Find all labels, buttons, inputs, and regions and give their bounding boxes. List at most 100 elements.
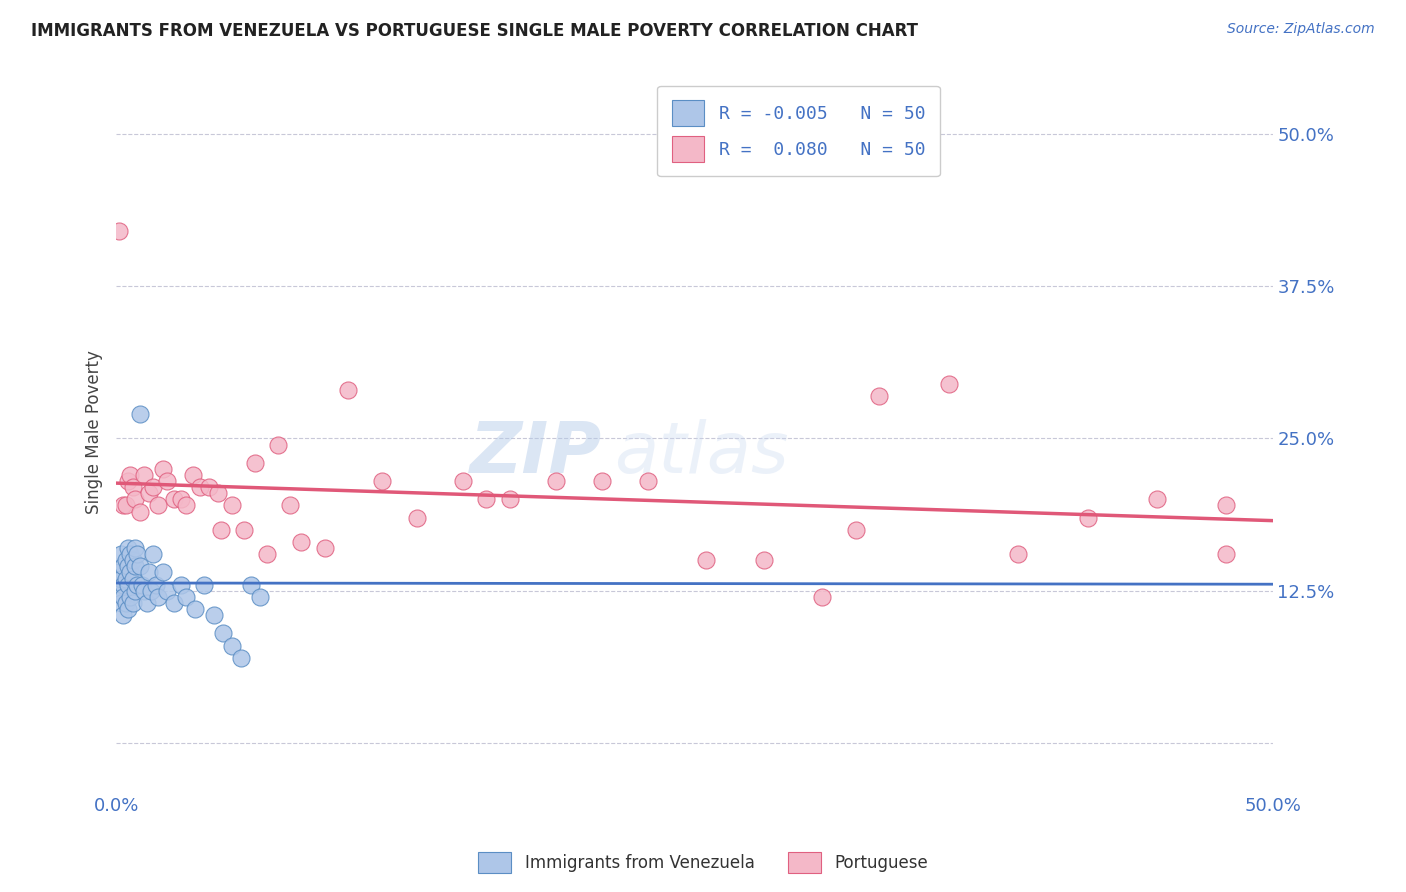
Point xyxy=(371,474,394,488)
Legend: Immigrants from Venezuela, Portuguese: Immigrants from Venezuela, Portuguese xyxy=(471,846,935,880)
Point xyxy=(135,596,157,610)
Point xyxy=(170,577,193,591)
Point xyxy=(290,535,312,549)
Point xyxy=(314,541,336,555)
Point xyxy=(124,541,146,555)
Point xyxy=(117,602,139,616)
Y-axis label: Single Male Poverty: Single Male Poverty xyxy=(86,351,103,515)
Point xyxy=(845,523,868,537)
Point xyxy=(1007,547,1029,561)
Point xyxy=(239,577,262,591)
Point xyxy=(498,492,520,507)
Point xyxy=(114,572,136,586)
Point xyxy=(188,480,211,494)
Point xyxy=(117,559,139,574)
Point xyxy=(141,583,163,598)
Point xyxy=(232,523,254,537)
Point xyxy=(249,590,271,604)
Point xyxy=(120,467,142,482)
Point xyxy=(267,437,290,451)
Point xyxy=(107,224,129,238)
Point xyxy=(121,596,143,610)
Point xyxy=(138,566,160,580)
Point xyxy=(117,541,139,555)
Point xyxy=(146,499,169,513)
Point xyxy=(1215,547,1237,561)
Point xyxy=(138,486,160,500)
Point xyxy=(163,596,186,610)
Point xyxy=(114,553,136,567)
Point xyxy=(107,583,129,598)
Point xyxy=(145,577,167,591)
Point xyxy=(134,583,156,598)
Point xyxy=(156,474,179,488)
Point xyxy=(124,559,146,574)
Point xyxy=(117,577,139,591)
Point xyxy=(221,499,243,513)
Point xyxy=(127,547,149,561)
Point xyxy=(198,480,221,494)
Point xyxy=(170,492,193,507)
Point xyxy=(128,407,150,421)
Point xyxy=(112,499,135,513)
Point xyxy=(181,467,204,482)
Text: IMMIGRANTS FROM VENEZUELA VS PORTUGUESE SINGLE MALE POVERTY CORRELATION CHART: IMMIGRANTS FROM VENEZUELA VS PORTUGUESE … xyxy=(31,22,918,40)
Legend: R = -0.005   N = 50, R =  0.080   N = 50: R = -0.005 N = 50, R = 0.080 N = 50 xyxy=(658,86,939,177)
Point xyxy=(152,462,174,476)
Point xyxy=(112,559,135,574)
Point xyxy=(336,383,359,397)
Text: Source: ZipAtlas.com: Source: ZipAtlas.com xyxy=(1227,22,1375,37)
Point xyxy=(810,590,832,604)
Point xyxy=(112,608,135,623)
Point xyxy=(695,553,717,567)
Point xyxy=(120,547,142,561)
Text: ZIP: ZIP xyxy=(470,419,602,489)
Point xyxy=(128,504,150,518)
Point xyxy=(406,510,429,524)
Point xyxy=(1146,492,1168,507)
Point xyxy=(120,566,142,580)
Point xyxy=(591,474,613,488)
Text: atlas: atlas xyxy=(613,419,789,489)
Point xyxy=(544,474,567,488)
Point xyxy=(121,553,143,567)
Point xyxy=(142,480,165,494)
Point xyxy=(475,492,498,507)
Point xyxy=(120,590,142,604)
Point xyxy=(938,376,960,391)
Point xyxy=(107,566,129,580)
Point xyxy=(110,547,132,561)
Point xyxy=(184,602,207,616)
Point xyxy=(134,467,156,482)
Point xyxy=(112,577,135,591)
Point xyxy=(637,474,659,488)
Point xyxy=(128,559,150,574)
Point xyxy=(1215,499,1237,513)
Point xyxy=(207,486,229,500)
Point xyxy=(112,590,135,604)
Point xyxy=(221,639,243,653)
Point xyxy=(142,547,165,561)
Point xyxy=(174,499,197,513)
Point xyxy=(117,474,139,488)
Point xyxy=(110,596,132,610)
Point xyxy=(114,596,136,610)
Point xyxy=(245,456,267,470)
Point xyxy=(202,608,225,623)
Point xyxy=(193,577,215,591)
Point xyxy=(121,480,143,494)
Point xyxy=(174,590,197,604)
Point xyxy=(110,572,132,586)
Point xyxy=(114,499,136,513)
Point xyxy=(869,389,891,403)
Point xyxy=(163,492,186,507)
Point xyxy=(131,577,153,591)
Point xyxy=(152,566,174,580)
Point xyxy=(211,626,233,640)
Point xyxy=(146,590,169,604)
Point xyxy=(453,474,475,488)
Point xyxy=(231,650,253,665)
Point xyxy=(1077,510,1099,524)
Point xyxy=(121,572,143,586)
Point xyxy=(127,577,149,591)
